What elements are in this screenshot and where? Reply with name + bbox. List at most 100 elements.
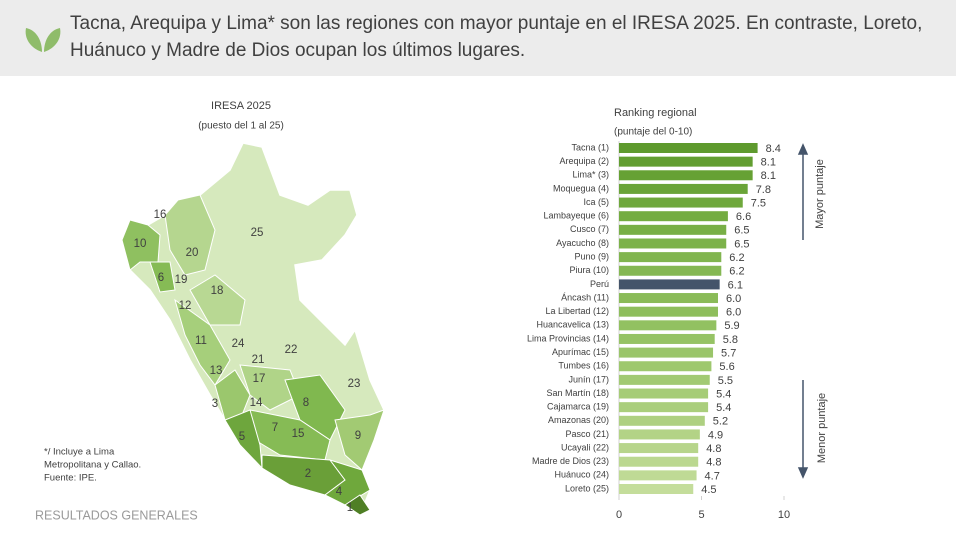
leaf-icon: [25, 28, 61, 52]
category-label: San Martín (18): [546, 388, 609, 398]
value-label: 5.4: [716, 402, 731, 414]
bar: [619, 402, 709, 413]
bar: [619, 170, 753, 181]
map-label: 1: [347, 502, 353, 514]
bar: [619, 183, 748, 194]
value-label: 7.5: [751, 197, 766, 209]
map-region: [334, 409, 385, 471]
map-label: 5: [239, 431, 245, 443]
header-title: Tacna, Arequipa y Lima* son las regiones…: [70, 13, 922, 34]
value-label: 5.5: [718, 375, 733, 387]
map-label: 18: [211, 285, 224, 297]
bar: [619, 306, 718, 317]
map-region: [344, 494, 371, 516]
note: Fuente: IPE.: [44, 473, 97, 484]
map-label: 8: [303, 397, 309, 409]
map-label: 6: [158, 272, 164, 284]
value-label: 6.6: [736, 211, 751, 223]
category-label: Áncash (11): [561, 292, 609, 302]
value-label: 5.4: [716, 388, 731, 400]
map-label: 13: [210, 365, 223, 377]
annotation: Mayor puntaje: [814, 159, 826, 229]
map-label: 4: [336, 486, 343, 498]
value-label: 8.4: [766, 143, 781, 155]
map-label: 16: [154, 209, 167, 221]
note: Metropolitana y Callao.: [44, 460, 141, 471]
bar: [619, 456, 699, 467]
map-label: 10: [134, 238, 147, 250]
category-label: Pasco (21): [565, 429, 609, 439]
map: [121, 142, 385, 517]
bar: [619, 293, 718, 304]
x-tick-label: 10: [778, 509, 790, 521]
category-label: Huánuco (24): [554, 470, 609, 480]
value-label: 4.7: [705, 470, 720, 482]
map-region: [189, 274, 246, 326]
bar: [619, 470, 697, 481]
category-label: Moquegua (4): [553, 183, 609, 193]
map-label: 17: [253, 373, 266, 385]
map-region: [239, 364, 301, 411]
bar: [619, 333, 715, 344]
bar: [619, 429, 700, 440]
map-label: 24: [232, 338, 245, 350]
map-region: [224, 409, 263, 470]
bar: [619, 238, 727, 249]
value-label: 5.9: [724, 320, 739, 332]
category-label: Piura (10): [569, 265, 609, 275]
map-region: [214, 369, 251, 421]
category-label: Cusco (7): [570, 224, 609, 234]
bar: [619, 484, 694, 494]
bar: [619, 388, 709, 399]
category-label: Loreto (25): [565, 483, 609, 493]
category-label: Lima Provincias (14): [527, 333, 609, 343]
map-label: 7: [272, 422, 278, 434]
category-label: Amazonas (20): [548, 415, 609, 425]
bar: [619, 156, 753, 167]
annotation: Menor puntaje: [816, 393, 828, 463]
value-label: 6.0: [726, 293, 741, 305]
bar: [619, 443, 699, 454]
category-label: Huancavelica (13): [536, 320, 609, 330]
bar: [619, 320, 717, 331]
map-label: 23: [348, 378, 361, 390]
bar: [619, 265, 722, 276]
value-label: 4.8: [706, 443, 721, 455]
value-label: 4.8: [706, 457, 721, 469]
bar: [619, 197, 743, 208]
value-label: 5.2: [713, 416, 728, 428]
bar: [619, 374, 710, 385]
map-label: 11: [195, 335, 207, 347]
value-label: 5.8: [723, 334, 738, 346]
category-label: Junín (17): [568, 374, 609, 384]
category-label: Tacna (1): [571, 142, 609, 152]
category-label: Puno (9): [574, 251, 609, 261]
category-label: Lima* (3): [572, 170, 609, 180]
header-band: [0, 0, 956, 76]
category-label: Madre de Dios (23): [532, 456, 609, 466]
category-label: Ucayali (22): [561, 442, 609, 452]
category-label: Apurímac (15): [552, 347, 609, 357]
value-label: 8.1: [761, 170, 776, 182]
value-label: 6.2: [729, 252, 744, 264]
value-label: 4.9: [708, 429, 723, 441]
map-label: 3: [212, 398, 218, 410]
map-region: [164, 194, 216, 276]
x-tick-label: 0: [616, 509, 622, 521]
value-label: 6.5: [734, 238, 749, 250]
map-label: 9: [355, 430, 361, 442]
category-label: Perú: [590, 279, 609, 289]
map-label: 20: [186, 247, 199, 259]
category-label: La Libertad (12): [545, 306, 609, 316]
arrows: [797, 143, 809, 479]
header-title: Huánuco y Madre de Dios ocupan los últim…: [70, 40, 525, 61]
value-label: 6.2: [729, 266, 744, 278]
category-label: Tumbes (16): [558, 361, 609, 371]
bar: [619, 347, 714, 358]
category-label: Lambayeque (6): [543, 211, 609, 221]
value-label: 5.7: [721, 348, 736, 360]
bar: [619, 415, 705, 426]
map-label: 14: [250, 397, 263, 409]
